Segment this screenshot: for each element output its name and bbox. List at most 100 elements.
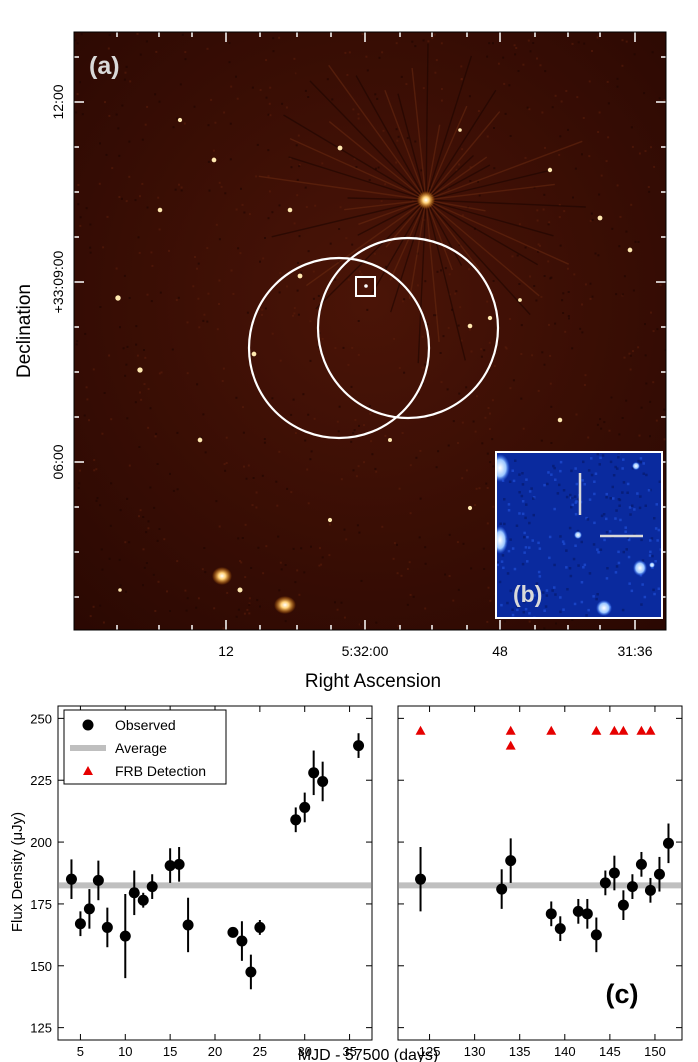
panel-a-ticks: [74, 32, 666, 630]
observed-point: [653, 856, 665, 892]
y-tick-label: 200: [30, 835, 52, 850]
observed-marker: [353, 740, 365, 752]
observed-point: [644, 877, 656, 903]
frb-marker: [505, 740, 516, 750]
ra-tick-label: 12: [218, 643, 234, 659]
y-axis-label: Flux Density (μJy): [9, 812, 26, 932]
left-x-tick-label: 20: [208, 1044, 222, 1059]
legend: Observed Average FRB Detection: [63, 709, 227, 785]
panel-a-label: (a): [89, 52, 120, 80]
observed-marker: [137, 894, 149, 906]
observed-point: [415, 847, 427, 912]
observed-marker: [227, 926, 239, 938]
observed-marker: [317, 775, 329, 787]
observed-marker: [74, 918, 86, 930]
observed-marker: [572, 905, 584, 917]
observed-marker: [146, 881, 158, 893]
observed-marker: [299, 801, 311, 813]
frb-marker: [609, 725, 620, 735]
panel-a: (a) (b) 12 5:32:00 48 31:36 Ri: [14, 31, 667, 692]
observed-marker: [599, 877, 611, 889]
observed-point: [164, 848, 176, 883]
observed-point: [590, 917, 602, 953]
target-source: [364, 284, 368, 288]
y-tick-label: 150: [30, 959, 52, 974]
left-x-tick-label: 25: [253, 1044, 267, 1059]
observed-marker: [554, 923, 566, 935]
observed-marker: [182, 919, 194, 931]
observed-point: [617, 890, 629, 921]
observed-marker: [164, 860, 176, 872]
dec-axis-label: Declination: [14, 284, 35, 378]
right-x-tick-label: 150: [644, 1044, 666, 1059]
left-x-tick-label: 35: [342, 1044, 356, 1059]
localization-circle-1: [247, 256, 431, 440]
observed-marker: [617, 899, 629, 911]
right-x-tick-label: 145: [599, 1044, 621, 1059]
observed-point: [353, 733, 365, 758]
localization-circle-2: [316, 236, 500, 420]
right-x-tick-label: 130: [464, 1044, 486, 1059]
observed-marker: [65, 873, 77, 885]
observed-marker: [644, 884, 656, 896]
point-sources: [115, 117, 633, 602]
right-x-tick-label: 135: [509, 1044, 531, 1059]
panel-c-label: (c): [606, 979, 639, 1009]
observed-marker: [626, 881, 638, 893]
observed-marker: [308, 767, 320, 779]
plot-area-right: [397, 705, 683, 1041]
left-x-tick-label: 30: [297, 1044, 311, 1059]
observed-point: [545, 901, 557, 927]
frb-markers: [415, 725, 656, 750]
observed-point: [92, 860, 104, 901]
observed-marker: [245, 966, 257, 978]
bright-source: [417, 191, 435, 209]
observed-point: [254, 920, 266, 935]
extended-sources: [212, 567, 296, 614]
observed-marker: [101, 921, 113, 933]
observed-point: [581, 898, 593, 929]
frb-marker: [591, 725, 602, 735]
observed-point: [496, 869, 508, 909]
observed-marker: [545, 908, 557, 920]
frb-marker: [636, 725, 647, 735]
observed-point: [236, 921, 248, 961]
observed-marker: [415, 873, 427, 885]
data-points: [65, 733, 674, 990]
observed-point: [599, 870, 611, 896]
left-x-tick-label: 5: [77, 1044, 84, 1059]
observed-marker: [128, 887, 140, 899]
observed-point: [146, 874, 158, 899]
observed-marker: [236, 935, 248, 947]
inset-b: (b): [495, 451, 663, 619]
observed-marker: [496, 883, 508, 895]
ra-tick-label: 31:36: [617, 643, 652, 659]
observed-marker: [590, 929, 602, 941]
panel-c: 125 150 175 200 225 250 5 10 15 20 25 30 35 125 130 135…: [9, 705, 683, 1062]
panel-a-axes: 12 5:32:00 48 31:36 Right Ascension 12:0…: [14, 84, 653, 692]
observed-point: [182, 897, 194, 953]
observed-marker: [119, 930, 131, 942]
inset-noise: [496, 452, 662, 618]
y-tick-label: 175: [30, 897, 52, 912]
observed-point: [74, 911, 86, 937]
observed-point: [128, 870, 140, 916]
observed-point: [626, 874, 638, 899]
observed-point: [554, 916, 566, 942]
inset-frame: [495, 451, 663, 619]
observed-point: [101, 907, 113, 948]
target-box: [355, 276, 376, 297]
observed-point: [505, 838, 517, 883]
observed-point: [299, 792, 311, 823]
observed-marker: [254, 921, 266, 933]
legend-frb-marker: [83, 766, 93, 775]
dec-tick-label: 12:00: [50, 84, 66, 119]
observed-point: [137, 892, 149, 908]
observed-point: [662, 823, 674, 864]
legend-frb-label: FRB Detection: [115, 763, 206, 779]
y-tick-label: 250: [30, 711, 52, 726]
frb-marker: [645, 725, 656, 735]
legend-average-label: Average: [115, 740, 167, 756]
panel-a-frame: [73, 31, 667, 631]
observed-point: [173, 847, 185, 882]
